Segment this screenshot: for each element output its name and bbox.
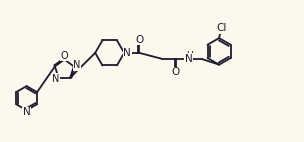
Text: H: H xyxy=(186,51,193,60)
Text: N: N xyxy=(23,107,30,117)
Text: N: N xyxy=(73,60,81,70)
Text: N: N xyxy=(52,74,59,84)
Text: Cl: Cl xyxy=(216,23,226,33)
Text: N: N xyxy=(185,54,193,64)
Text: N: N xyxy=(123,48,131,58)
Text: O: O xyxy=(60,51,68,61)
Text: O: O xyxy=(172,67,180,77)
Text: O: O xyxy=(135,35,143,45)
